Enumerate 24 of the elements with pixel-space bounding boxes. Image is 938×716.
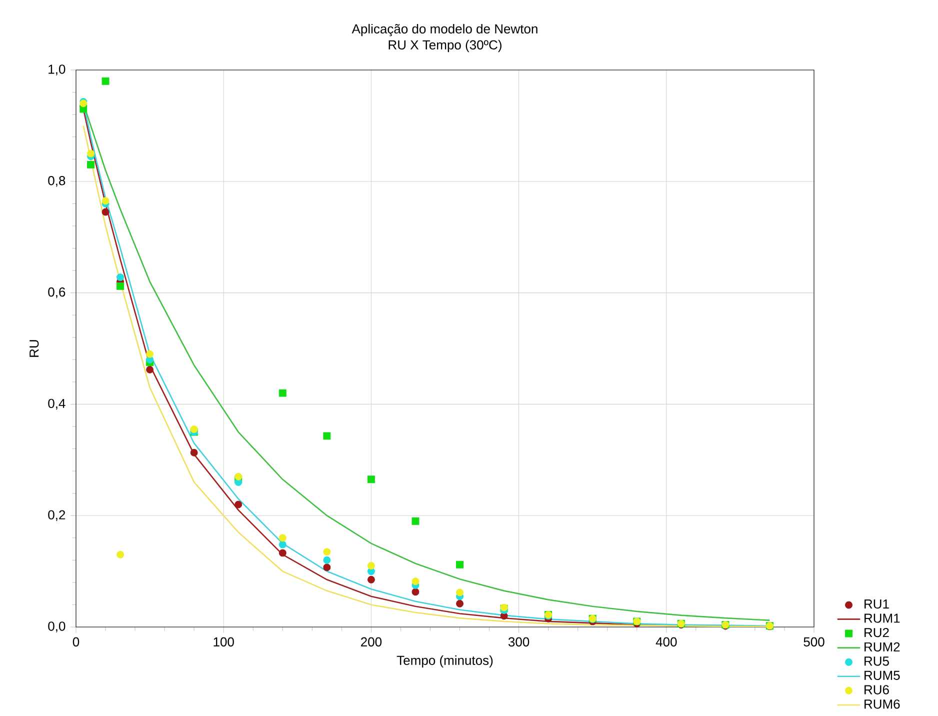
chart-subtitle: RU X Tempo (30ºC) xyxy=(388,40,502,52)
x-tick-label: 500 xyxy=(804,637,824,647)
x-tick-label: 400 xyxy=(656,637,677,647)
x-tick-label: 0 xyxy=(72,637,80,647)
legend-label: RU6 xyxy=(864,685,889,694)
chart-title: Aplicação do modelo de Newton xyxy=(352,24,538,36)
legend-label: RU2 xyxy=(864,628,889,638)
legend-label: RUM6 xyxy=(864,700,900,709)
x-axis-title: Tempo (minutos) xyxy=(396,655,493,668)
x-tick-label: 200 xyxy=(361,637,382,647)
y-tick-label: 0,0 xyxy=(48,622,66,632)
legend-label: RUM5 xyxy=(864,670,900,680)
legend-label: RUM1 xyxy=(864,614,900,623)
y-tick-label: 0,6 xyxy=(48,287,66,298)
y-tick-label: 0,4 xyxy=(48,398,66,410)
legend-label: RU5 xyxy=(864,656,889,666)
y-axis-title: RU xyxy=(30,340,39,357)
legend-label: RU1 xyxy=(864,600,889,609)
y-tick-label: 1,0 xyxy=(48,64,66,76)
y-tick-label: 0,2 xyxy=(48,510,66,522)
x-tick-label: 300 xyxy=(508,637,530,647)
x-tick-label: 100 xyxy=(214,637,234,647)
legend-label: RUM2 xyxy=(864,642,900,652)
y-tick-label: 0,8 xyxy=(48,176,66,187)
